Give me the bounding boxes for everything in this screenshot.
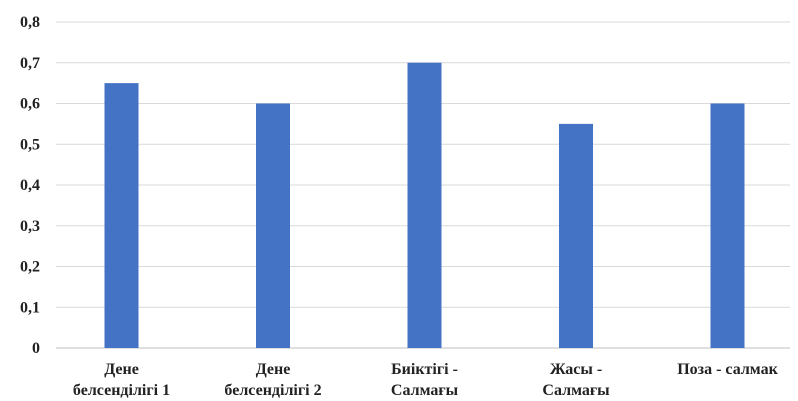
bar (710, 103, 745, 348)
x-category-label: Жасы - (550, 361, 602, 378)
x-category-label: Дене (104, 361, 139, 378)
x-category-label: Биіктігі - (391, 361, 458, 378)
bar (104, 83, 139, 348)
y-tick-label: 0,6 (20, 96, 40, 113)
x-category-label: Салмағы (391, 382, 459, 399)
y-tick-label: 0,7 (20, 55, 40, 72)
bar (559, 123, 593, 348)
x-category-label: белсенділігі 1 (73, 382, 170, 399)
y-tick-label: 0,4 (20, 177, 40, 194)
x-category-label: белсенділігі 2 (224, 382, 321, 399)
y-tick-label: 0,8 (20, 14, 40, 31)
y-tick-label: 0,1 (20, 299, 40, 316)
y-tick-label: 0,3 (20, 218, 40, 235)
y-tick-label: 0 (32, 340, 40, 357)
x-category-label: Дене (256, 361, 291, 378)
bar (407, 62, 442, 348)
y-tick-label: 0,2 (20, 259, 40, 276)
bar (256, 103, 290, 348)
bar-layer (104, 62, 745, 348)
y-axis-ticks: 0 0,1 0,2 0,3 0,4 0,5 0,6 0,7 0,8 (20, 14, 40, 357)
x-category-label: Салмағы (542, 382, 610, 399)
y-tick-label: 0,5 (20, 136, 40, 153)
x-category-label: Поза - салмак (677, 361, 778, 378)
x-axis-labels: Дене белсенділігі 1 Дене белсенділігі 2 Биік… (73, 361, 779, 399)
